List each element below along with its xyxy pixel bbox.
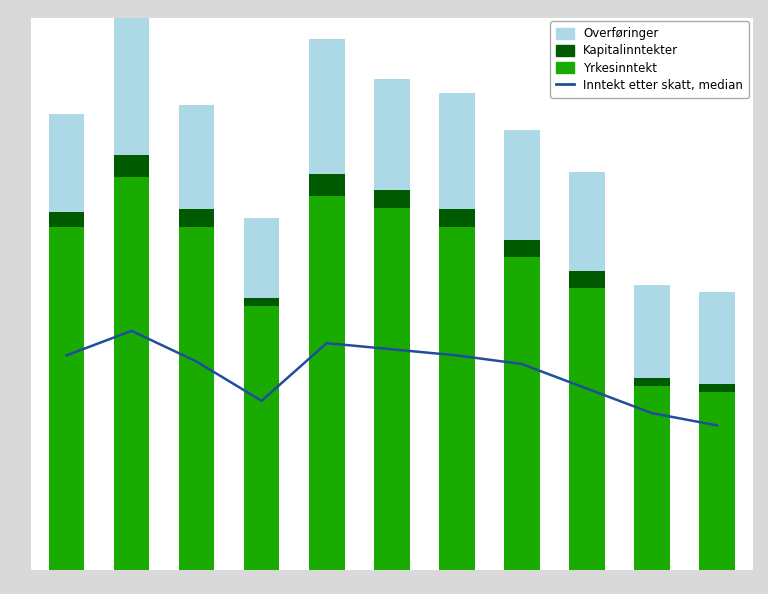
Bar xyxy=(569,172,604,271)
Bar xyxy=(309,39,345,173)
Bar xyxy=(439,93,475,209)
Bar xyxy=(243,307,280,570)
Bar xyxy=(114,14,150,155)
Bar xyxy=(48,212,84,226)
Bar xyxy=(374,79,409,189)
Bar xyxy=(699,384,735,392)
Bar xyxy=(374,189,409,208)
Bar xyxy=(504,240,540,257)
Bar xyxy=(114,155,150,178)
Bar xyxy=(179,209,214,226)
Bar xyxy=(699,292,735,384)
Bar xyxy=(569,271,604,288)
Bar xyxy=(569,288,604,570)
Bar xyxy=(114,178,150,570)
Bar xyxy=(634,386,670,570)
Bar xyxy=(439,209,475,226)
Bar xyxy=(179,226,214,570)
Bar xyxy=(439,226,475,570)
Bar xyxy=(374,208,409,570)
Bar xyxy=(309,173,345,196)
Bar xyxy=(634,286,670,378)
Bar xyxy=(504,129,540,240)
Bar xyxy=(179,105,214,209)
Bar xyxy=(699,392,735,570)
Bar xyxy=(48,113,84,212)
Bar xyxy=(309,196,345,570)
Bar xyxy=(48,226,84,570)
Bar xyxy=(504,257,540,570)
Bar xyxy=(634,378,670,386)
Bar xyxy=(243,298,280,307)
Bar xyxy=(243,218,280,298)
Legend: Overføringer, Kapitalinntekter, Yrkesinntekt, Inntekt etter skatt, median: Overføringer, Kapitalinntekter, Yrkesinn… xyxy=(550,21,749,97)
